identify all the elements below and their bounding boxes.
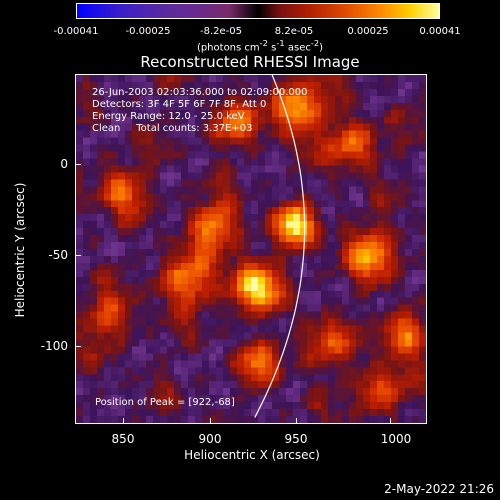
y-axis-tick (75, 255, 81, 256)
y-tick-label: -100 (40, 339, 68, 353)
y-axis-label: Heliocentric Y (arcsec) (13, 182, 27, 318)
colorbar-tick-label: 8.2e-05 (274, 26, 314, 37)
plot-timestamp: 2-May-2022 21:26 (384, 482, 494, 496)
colorbar-tick-label: 0.00025 (347, 26, 389, 37)
colorbar-tick-label: -0.00041 (53, 26, 99, 37)
x-tick-label: 900 (198, 432, 222, 446)
x-tick-label: 850 (111, 432, 135, 446)
colorbar (76, 3, 440, 19)
image-plot (75, 74, 427, 424)
solar-limb-line (254, 75, 306, 418)
x-axis-label: Heliocentric X (arcsec) (184, 448, 320, 462)
x-tick-label: 1000 (380, 432, 412, 446)
y-axis-tick (75, 346, 81, 347)
x-tick-label: 950 (284, 432, 308, 446)
solar-limb-overlay (254, 75, 306, 418)
x-axis-tick (210, 418, 211, 424)
y-tick-label: 0 (60, 157, 68, 171)
x-axis-tick (123, 418, 124, 424)
colorbar-tick-label: 0.00041 (419, 26, 461, 37)
y-axis-tick (75, 164, 81, 165)
colorbar-tick-label: -8.2e-05 (200, 26, 242, 37)
colorbar-tick-label: -0.00025 (125, 26, 171, 37)
info-total-counts: Clean Total counts: 3.37E+03 (92, 123, 253, 134)
x-axis-tick (296, 418, 297, 424)
info-detectors: Detectors: 3F 4F 5F 6F 7F 8F, Att 0 (92, 99, 267, 110)
x-axis-tick (390, 418, 391, 424)
colorbar-units: (photons cm-2 s-1 asec-2) (196, 38, 324, 54)
info-energy-range: Energy Range: 12.0 - 25.0 keV (92, 111, 245, 122)
info-peak-position: Position of Peak = [922,-68] (95, 397, 235, 408)
plot-title: Reconstructed RHESSI Image (140, 53, 360, 71)
info-time-range: 26-Jun-2003 02:03:36.000 to 02:09:00.000 (92, 87, 308, 98)
y-tick-label: -50 (48, 248, 68, 262)
rhessi-image-map (76, 75, 426, 423)
